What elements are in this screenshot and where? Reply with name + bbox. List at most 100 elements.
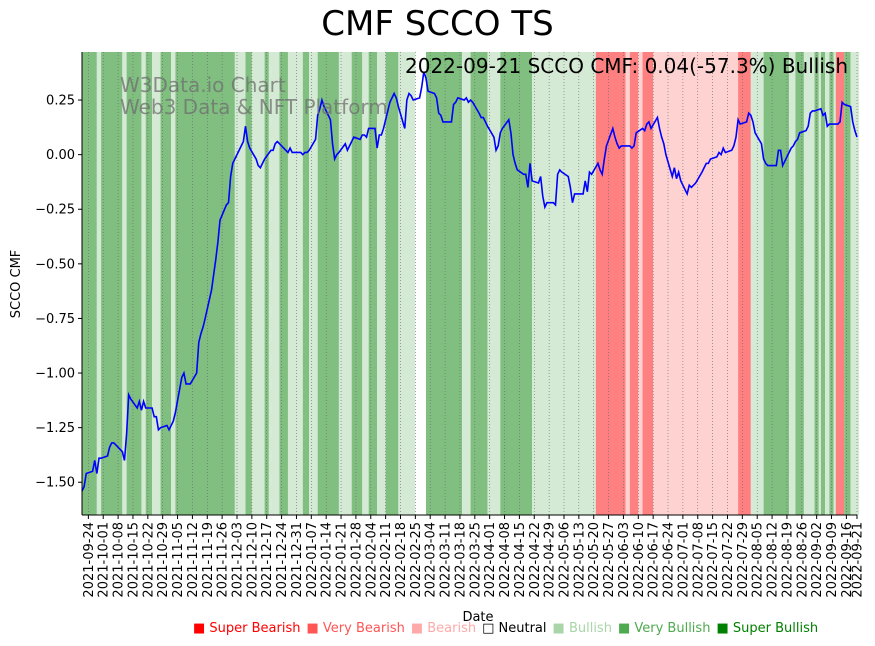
y-tick-label: −1.00 — [35, 367, 75, 382]
band-very-bullish — [245, 52, 252, 515]
y-tick-label: −0.50 — [35, 257, 75, 272]
x-tick-label: 2022-04-15 — [513, 522, 528, 598]
band-bullish — [825, 52, 830, 515]
band-very-bullish — [175, 52, 235, 515]
band-very-bullish — [385, 52, 399, 515]
x-tick-label: 2022-08-05 — [751, 522, 766, 598]
band-very-bearish — [629, 52, 639, 515]
band-very-bullish — [470, 52, 488, 515]
x-tick-label: 2022-09-02 — [810, 522, 825, 598]
band-bullish — [377, 52, 386, 515]
legend-swatch: ■ — [552, 621, 569, 636]
band-bullish — [251, 52, 265, 515]
band-neutral — [415, 52, 426, 515]
band-bullish — [287, 52, 303, 515]
x-tick-label: 2022-03-18 — [453, 522, 468, 598]
band-bullish — [268, 52, 280, 515]
x-tick-label: 2022-09-09 — [825, 522, 840, 598]
band-bullish — [152, 52, 161, 515]
band-very-bearish — [738, 52, 751, 515]
chart-title: CMF SCCO TS — [321, 4, 554, 44]
x-tick-label: 2021-11-19 — [201, 522, 216, 598]
x-tick-label: 2022-08-19 — [780, 522, 795, 598]
x-tick-label: 2022-07-08 — [691, 522, 706, 598]
x-tick-label: 2021-11-05 — [171, 522, 186, 598]
legend-label: Super Bullish — [732, 621, 819, 636]
x-tick-label: 2022-08-26 — [795, 522, 810, 598]
x-tick-label: 2021-11-26 — [216, 522, 231, 598]
sentiment-bands — [82, 52, 860, 515]
band-bullish — [309, 52, 318, 515]
band-bearish — [625, 52, 630, 515]
legend-label: Very Bearish — [322, 621, 405, 636]
band-very-bullish — [279, 52, 288, 515]
legend-label: Super Bearish — [209, 621, 301, 636]
x-tick-label: 2022-04-22 — [528, 522, 543, 598]
x-tick-label: 2022-05-06 — [557, 522, 572, 598]
band-bullish — [338, 52, 352, 515]
band-very-bullish — [820, 52, 826, 515]
watermark: W3Data.io Chart Web3 Data & NFT Platform — [120, 73, 388, 119]
band-very-bullish — [425, 52, 463, 515]
band-very-bullish — [101, 52, 123, 515]
x-tick-label: 2021-12-03 — [231, 522, 246, 598]
legend: ■ Super Bearish ■ Very Bearish ■ Bearish □ … — [193, 621, 824, 636]
x-tick-label: 2022-04-29 — [543, 522, 558, 598]
x-tick-label: 2022-03-11 — [439, 522, 454, 598]
band-bullish — [141, 52, 146, 515]
band-very-bearish — [642, 52, 654, 515]
y-tick-label: −1.25 — [35, 421, 75, 436]
x-tick-label: 2022-03-04 — [424, 522, 439, 598]
legend-item-neutral: □ Neutral — [482, 621, 546, 636]
x-tick-label: 2022-05-13 — [572, 522, 587, 598]
x-tick-label: 2022-01-14 — [320, 522, 335, 598]
x-tick-label: 2022-01-21 — [335, 522, 350, 598]
watermark-line-1: W3Data.io Chart — [120, 73, 286, 97]
x-tick-label: 2021-12-31 — [290, 522, 305, 598]
y-tick-label: 0.25 — [46, 94, 75, 109]
band-bullish — [833, 52, 836, 515]
band-very-bullish — [368, 52, 378, 515]
x-tick-label: 2022-03-25 — [468, 522, 483, 598]
band-very-bullish — [145, 52, 153, 515]
x-tick-label: 2021-10-15 — [126, 522, 141, 598]
x-tick-label: 2022-07-01 — [676, 522, 691, 598]
band-very-bullish — [763, 52, 790, 515]
x-tick-label: 2021-10-22 — [141, 522, 156, 598]
legend-swatch: □ — [482, 621, 499, 636]
band-bullish — [850, 52, 860, 515]
band-bullish — [803, 52, 815, 515]
x-tick-label: 2022-05-27 — [602, 522, 617, 598]
y-tick-label: 0.00 — [46, 148, 75, 163]
legend-label: Bearish — [427, 621, 477, 636]
legend-label: Very Bullish — [634, 621, 711, 636]
legend-item-bullish: ■ Bullish — [553, 621, 612, 636]
cmf-line — [81, 71, 858, 492]
legend-item-super-bullish: ■ Super Bullish — [716, 621, 818, 636]
band-very-bearish — [595, 52, 626, 515]
legend-swatch: ■ — [716, 621, 733, 636]
legend-item-very-bullish: ■ Very Bullish — [618, 621, 710, 636]
band-very-bullish — [160, 52, 172, 515]
x-tick-label: 2022-01-07 — [305, 522, 320, 598]
band-bullish — [462, 52, 471, 515]
x-tick-label: 2022-02-25 — [409, 522, 424, 598]
band-bullish — [487, 52, 501, 515]
band-very-bearish — [835, 52, 845, 515]
y-tick-label: −1.50 — [35, 476, 75, 491]
x-tick-label: 2022-09-16 — [840, 522, 855, 598]
legend-swatch: ■ — [306, 621, 323, 636]
x-tick-label: 2021-11-12 — [186, 522, 201, 598]
legend-item-super-bearish: ■ Super Bearish — [193, 621, 301, 636]
band-very-bullish — [844, 52, 851, 515]
legend-swatch: ■ — [410, 621, 428, 636]
x-tick-label: 2021-12-24 — [275, 522, 290, 598]
x-tick-label: 2021-12-10 — [245, 522, 260, 598]
x-tick-label: 2021-10-29 — [156, 522, 171, 598]
legend-label: Bullish — [568, 621, 612, 636]
x-tick-label: 2022-07-29 — [736, 522, 751, 598]
legend-swatch: ■ — [617, 621, 635, 636]
x-tick-label: 2022-04-08 — [498, 522, 513, 598]
x-tick-label: 2021-10-01 — [97, 522, 112, 598]
